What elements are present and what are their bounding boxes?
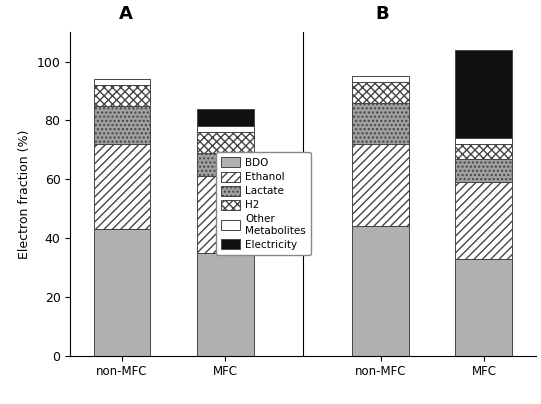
Bar <box>197 109 254 126</box>
Bar <box>456 259 512 356</box>
Bar <box>197 126 254 132</box>
Bar <box>456 182 512 259</box>
Legend: BDO, Ethanol, Lactate, H2, Other
Metabolites, Electricity: BDO, Ethanol, Lactate, H2, Other Metabol… <box>216 152 311 255</box>
Bar <box>352 76 409 82</box>
Bar <box>197 132 254 153</box>
Bar <box>352 144 409 226</box>
Bar <box>94 85 150 106</box>
Bar <box>352 82 409 103</box>
Text: B: B <box>375 4 389 23</box>
Y-axis label: Electron fraction (%): Electron fraction (%) <box>18 129 31 259</box>
Bar <box>94 79 150 85</box>
Bar <box>456 159 512 182</box>
Bar <box>94 229 150 356</box>
Text: A: A <box>119 4 133 23</box>
Bar <box>94 106 150 144</box>
Bar <box>456 138 512 144</box>
Bar <box>352 103 409 144</box>
Bar <box>456 50 512 138</box>
Bar <box>197 153 254 176</box>
Bar <box>197 176 254 252</box>
Bar <box>456 144 512 159</box>
Bar <box>94 144 150 229</box>
Bar <box>352 226 409 356</box>
Bar <box>197 252 254 356</box>
